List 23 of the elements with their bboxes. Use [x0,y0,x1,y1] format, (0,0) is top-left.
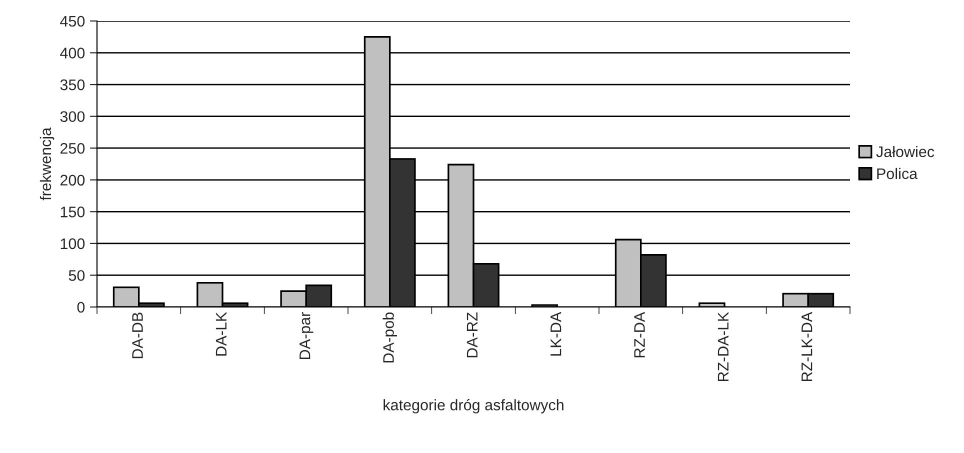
x-tick-label: RZ-LK-DA [802,312,812,382]
x-tick-label: DA-RZ [466,312,478,358]
y-tick-label: 200 [60,174,85,186]
x-tick-label: RZ-DA [634,312,645,358]
x-axis-title: kategorie dróg asfaltowych [384,398,564,414]
legend-label: Polica [877,168,918,180]
y-tick-label: 300 [60,111,85,122]
y-tick-label: 400 [60,48,85,58]
x-tick-label: DA-DB [132,312,143,358]
y-tick-label: 100 [60,238,85,250]
x-tick-label: DA-LK [216,312,226,356]
y-tick-label: 0 [77,302,85,313]
y-axis-title: frekwencja [40,127,54,200]
y-tick-label: 250 [60,142,85,154]
x-tick-label: DA-pob [382,312,397,362]
y-tick-label: 50 [68,270,85,281]
x-tick-label: LK-DA [550,312,562,356]
y-tick-label: 450 [60,16,85,27]
y-tick-label: 350 [60,79,85,90]
x-tick-label: DA-par [300,312,314,359]
y-tick-label: 150 [60,206,85,218]
x-tick-label: RZ-DA-LK [718,312,728,382]
legend-label: Jałowiec [876,146,934,158]
